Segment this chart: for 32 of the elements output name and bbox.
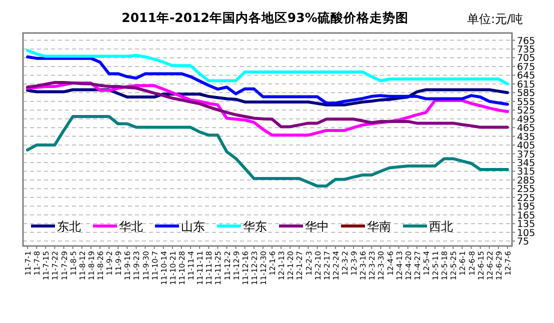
y-tick-label: 75 (517, 236, 530, 248)
legend-label: 华中 (305, 220, 329, 234)
legend-label: 华东 (243, 220, 267, 234)
y-tick-label: 765 (517, 36, 536, 47)
y-tick-label: 135 (517, 219, 536, 230)
y-tick-label: 675 (517, 62, 536, 73)
y-tick-label: 525 (517, 106, 536, 117)
y-tick-label: 285 (517, 175, 536, 186)
y-tick-label: 345 (517, 158, 536, 169)
y-tick-label: 645 (517, 70, 536, 82)
legend-label: 山东 (181, 220, 205, 234)
y-tick-label: 705 (517, 53, 536, 64)
y-tick-label: 495 (517, 114, 536, 126)
y-tick-label: 315 (517, 166, 536, 178)
y-tick-label: 225 (517, 192, 536, 204)
y-tick-label: 375 (517, 149, 536, 160)
y-tick-label: 435 (517, 132, 536, 143)
legend-label: 华南 (367, 220, 391, 234)
y-tick-label: 105 (517, 228, 536, 239)
y-tick-label: 195 (517, 202, 536, 213)
y-tick-label: 255 (517, 184, 536, 196)
legend-label: 西北 (429, 220, 453, 234)
y-tick-label: 405 (517, 140, 536, 152)
y-tick-label: 585 (517, 88, 536, 100)
y-tick-label: 615 (517, 79, 536, 90)
chart-title: 2011年-2012年国内各地区93%硫酸价格走势图 (122, 10, 408, 25)
y-tick-label: 555 (517, 96, 536, 108)
legend-label: 华北 (119, 220, 143, 234)
text: 单位:元/吨 (466, 12, 524, 26)
legend-label: 东北 (57, 220, 81, 234)
y-tick-label: 165 (517, 210, 536, 222)
y-tick-label: 465 (517, 123, 536, 134)
